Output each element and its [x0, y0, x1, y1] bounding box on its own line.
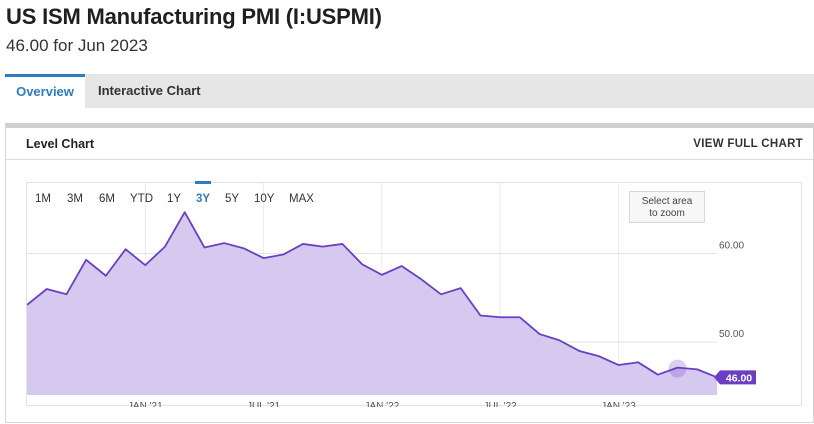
data-point [104, 274, 108, 278]
range-button-1y[interactable]: 1Y [167, 193, 182, 205]
y-tick-label: 60.00 [719, 241, 744, 252]
range-button-ytd[interactable]: YTD [130, 193, 153, 205]
x-tick-label: JAN '21 [128, 401, 163, 407]
data-point [518, 315, 522, 319]
data-point [360, 262, 364, 266]
zoom-hint-line-2: to zoom [649, 208, 685, 219]
data-point [301, 242, 305, 246]
data-point [695, 367, 699, 371]
last-value-label: 46.00 [726, 372, 752, 384]
data-point [380, 273, 384, 277]
data-point [222, 241, 226, 245]
view-full-chart-link[interactable]: VIEW FULL CHART [693, 138, 803, 150]
x-tick-label: JUL '22 [484, 401, 518, 407]
tab-bar: Overview Interactive Chart [5, 74, 814, 108]
data-point [340, 242, 344, 246]
data-point [498, 315, 502, 319]
data-point [656, 373, 660, 377]
data-point [242, 246, 246, 250]
x-tick-label: JUL '21 [247, 401, 281, 407]
data-point [202, 245, 206, 249]
x-tick-label: JAN '22 [365, 401, 400, 407]
panel-header: Level Chart VIEW FULL CHART [6, 128, 813, 160]
range-button-1m[interactable]: 1M [35, 193, 51, 205]
hover-highlight [668, 359, 687, 378]
data-point [439, 292, 443, 296]
data-point [616, 363, 620, 367]
range-active-indicator [195, 181, 211, 184]
page-title: US ISM Manufacturing PMI (I:USPMI) [6, 4, 382, 29]
range-button-3y[interactable]: 3Y [196, 193, 211, 205]
series-area [27, 212, 717, 395]
series-line [27, 211, 718, 379]
data-point [64, 292, 68, 296]
tab-interactive-chart[interactable]: Interactive Chart [98, 83, 201, 98]
data-point [597, 354, 601, 358]
chart-frame[interactable]: 50.00 60.00 JAN '21 JUL '21 JAN '22 JUL '22 JA… [26, 181, 803, 407]
tab-overview[interactable]: Overview [5, 74, 85, 108]
data-point [459, 286, 463, 290]
data-point [321, 245, 325, 249]
data-point [478, 314, 482, 318]
level-chart-panel: Level Chart VIEW FULL CHART 50.00 60.00 JA… [5, 123, 814, 423]
range-button-5y[interactable]: 5Y [225, 193, 240, 205]
last-value-badge [714, 370, 756, 385]
data-point [538, 332, 542, 336]
range-button-3m[interactable]: 3M [67, 193, 83, 205]
data-point [262, 256, 266, 260]
y-tick-label: 50.00 [719, 329, 744, 340]
data-point [419, 277, 423, 281]
zoom-hint: Select area to zoom [629, 191, 705, 223]
data-point [636, 360, 640, 364]
range-button-max[interactable]: MAX [289, 193, 314, 205]
data-point [84, 258, 88, 262]
chart-plot[interactable]: 50.00 60.00 JAN '21 JUL '21 JAN '22 JUL '22 JA… [27, 183, 803, 407]
panel-title: Level Chart [26, 137, 95, 151]
data-point [281, 253, 285, 257]
range-button-6m[interactable]: 6M [99, 193, 115, 205]
zoom-hint-line-1: Select area [641, 196, 693, 207]
data-point [183, 210, 187, 214]
data-point [124, 247, 128, 251]
data-point [163, 245, 167, 249]
x-tick-label: JAN '23 [601, 401, 636, 407]
data-point [577, 349, 581, 353]
data-point [557, 338, 561, 342]
data-point [143, 263, 147, 267]
page-subtitle: 46.00 for Jun 2023 [6, 36, 148, 55]
data-point [400, 264, 404, 268]
range-button-10y[interactable]: 10Y [254, 193, 275, 205]
data-point [45, 287, 49, 291]
